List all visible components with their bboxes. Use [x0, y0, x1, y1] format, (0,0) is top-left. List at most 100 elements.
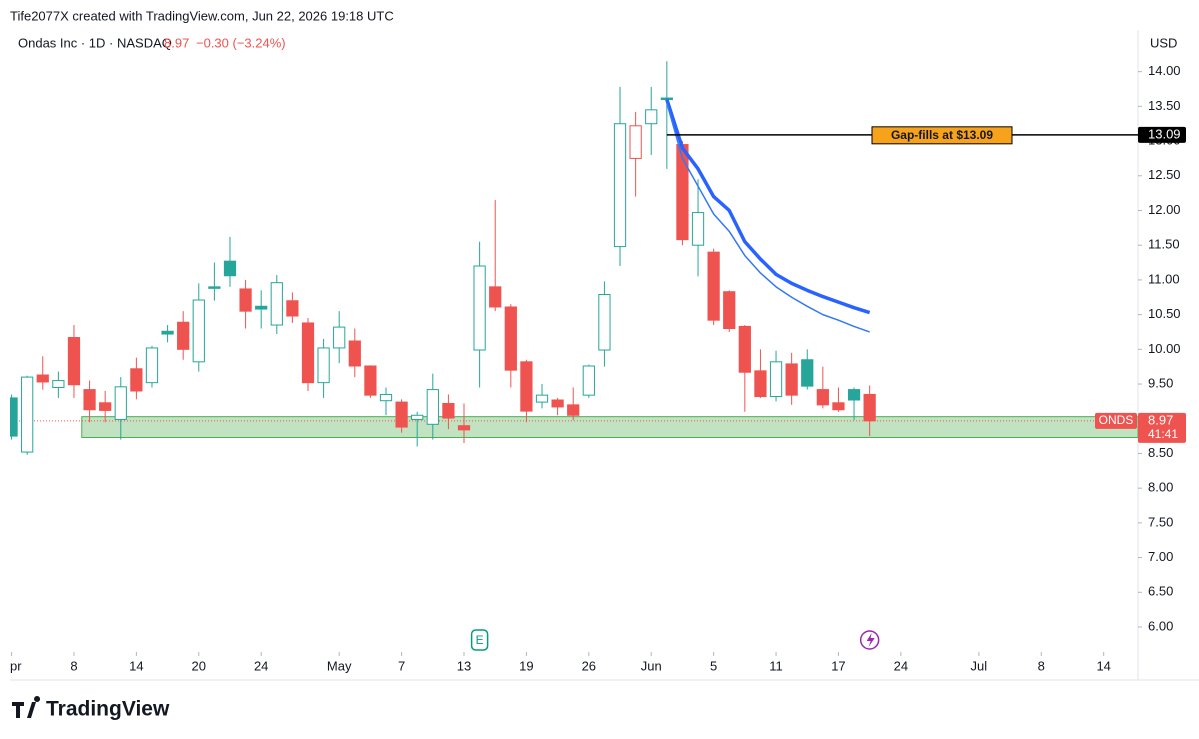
candle-body: [645, 109, 658, 125]
y-tick-label: 6.50: [1148, 584, 1173, 599]
legend-price: 8.97: [164, 35, 189, 50]
candle-body: [192, 299, 205, 363]
countdown: 41:41: [1148, 427, 1178, 441]
candle-body: [333, 326, 346, 349]
y-tick-label: 10.50: [1148, 306, 1181, 321]
legend-name: Ondas Inc · 1D · NASDAQ: [18, 35, 172, 50]
candle-body: [348, 340, 361, 367]
candle-body: [208, 286, 221, 289]
earnings-label: E: [476, 633, 484, 647]
x-tick-label: 26: [582, 658, 596, 673]
candle-body: [613, 123, 627, 248]
credit: Tife2077X created with TradingView.com, …: [10, 8, 394, 23]
price-label: 8.97: [1148, 412, 1173, 427]
x-tick-label: 11: [769, 658, 783, 673]
candle-body: [426, 389, 439, 425]
currency: USD: [1150, 35, 1177, 50]
candle-body: [83, 389, 96, 411]
candle-body: [364, 365, 377, 396]
candle-body: [738, 325, 751, 373]
candle-body: [99, 402, 112, 411]
candle-body: [847, 389, 861, 401]
candle-body: [504, 306, 517, 371]
y-tick-label: 13.50: [1148, 98, 1181, 113]
y-tick-label: 11.00: [1148, 271, 1180, 286]
x-tick-label: 24: [894, 658, 908, 673]
x-tick-label: 24: [254, 658, 268, 673]
x-tick-label: Jun: [641, 658, 662, 673]
candle-body: [551, 399, 564, 408]
x-tick-label: May: [327, 658, 352, 673]
candle-body: [582, 365, 595, 396]
candle-body: [442, 402, 455, 419]
candle-body: [10, 397, 18, 437]
y-tick-label: 12.00: [1148, 202, 1181, 217]
gap-axis-box: [1138, 126, 1186, 143]
legend-change: −0.30 (−3.24%): [196, 35, 286, 50]
candle-body: [239, 288, 252, 312]
logo: TradingView: [12, 696, 170, 721]
candle-body: [489, 286, 502, 308]
moving-average: [665, 98, 871, 315]
candle-body: [270, 282, 283, 326]
candle-body: [177, 321, 190, 350]
candle-body: [223, 260, 237, 277]
x-tick-label: 13: [457, 658, 471, 673]
x-tick-label: 14: [1096, 658, 1110, 673]
candle-body: [535, 394, 549, 403]
x-tick-label: Jul: [971, 658, 988, 673]
candle-body: [629, 125, 642, 159]
candle-body: [379, 393, 393, 402]
candle-body: [863, 393, 876, 422]
x-tick-label: 19: [519, 658, 533, 673]
gap-label: Gap-fills at $13.09: [891, 128, 993, 142]
candle-body: [52, 380, 65, 389]
moving-average: [666, 102, 870, 333]
gap-label-box: [871, 126, 1013, 145]
earnings-icon: [470, 629, 489, 651]
candle-body: [395, 401, 408, 428]
candle-body: [411, 414, 424, 420]
candle-body: [286, 300, 299, 317]
plot: [10, 61, 1138, 455]
candle-body: [473, 265, 486, 351]
y-tick-label: 11.50: [1148, 237, 1180, 252]
candle-body: [598, 293, 611, 351]
candle-body: [457, 425, 471, 431]
candle-body: [660, 97, 673, 101]
candle-body: [816, 389, 829, 406]
candle-body: [691, 212, 705, 246]
candle-body: [754, 370, 767, 398]
candle-body: [785, 363, 798, 396]
candle-body: [301, 322, 315, 384]
candle-body: [723, 291, 736, 330]
candle-body: [707, 251, 720, 321]
candle-body: [161, 330, 174, 335]
candle-body: [114, 386, 127, 420]
x-tick-label: 8: [1038, 658, 1045, 673]
x-tick-label: 5: [710, 658, 717, 673]
candle-body: [769, 361, 783, 398]
candle-body: [130, 368, 143, 392]
support-zone: [81, 416, 1138, 438]
y-tick-label: 7.50: [1148, 514, 1173, 529]
y-tick-label: 8.50: [1148, 445, 1173, 460]
price-box: [1138, 412, 1186, 443]
candle-body: [567, 404, 580, 416]
symbol-label: ONDS: [1099, 413, 1134, 427]
y-tick-label: 10.00: [1148, 341, 1181, 356]
y-tick-label: 14.00: [1148, 63, 1181, 78]
y-tick-label: 9.50: [1148, 375, 1173, 390]
y-tick-label: 8.00: [1148, 480, 1173, 495]
candle-body: [801, 359, 814, 387]
candle-body: [832, 402, 845, 411]
dividend-bolt: [866, 633, 875, 647]
candle-body: [317, 347, 330, 384]
candle-body: [255, 305, 268, 310]
x-tick-label: 14: [129, 658, 143, 673]
x-tick-label: 8: [70, 658, 77, 673]
candle-body: [21, 376, 34, 453]
gap-axis-label: 13.09: [1148, 126, 1181, 141]
y-tick-label: 6.00: [1148, 618, 1173, 633]
